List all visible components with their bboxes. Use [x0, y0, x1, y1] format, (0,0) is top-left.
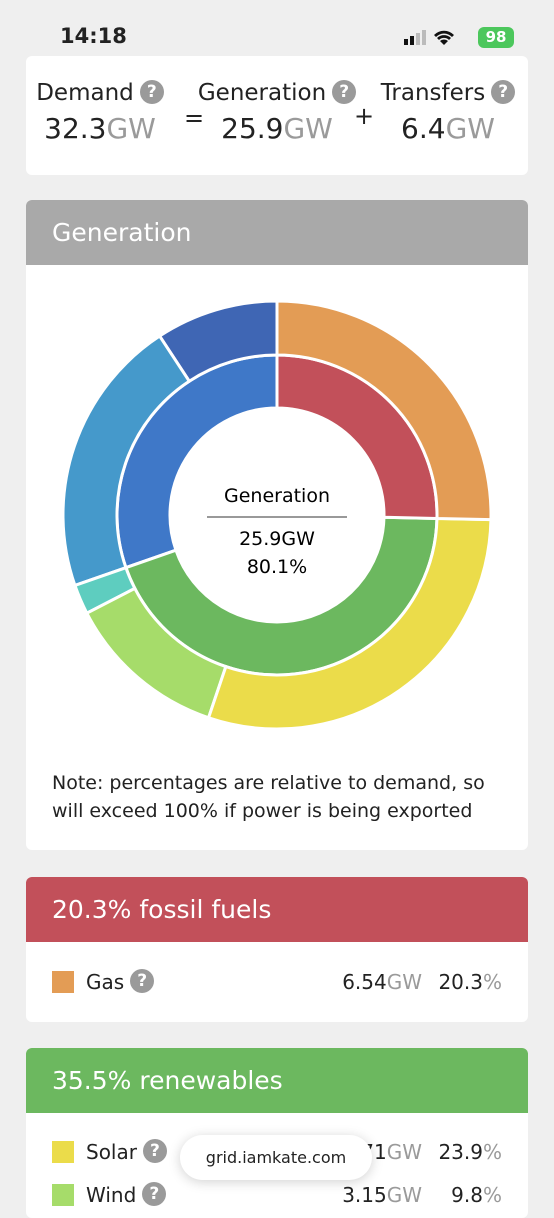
fuel-row: Gas? 6.54GW 20.3%	[52, 967, 502, 997]
value: 25.9	[221, 112, 284, 145]
unit: GW	[283, 112, 333, 145]
equals: =	[184, 104, 205, 132]
help-icon[interactable]: ?	[130, 969, 155, 993]
plus: +	[354, 102, 375, 130]
help-icon[interactable]: ?	[332, 80, 357, 104]
battery: 98	[478, 27, 514, 48]
note: Note: percentages are relative to demand…	[52, 769, 485, 825]
value: 32.3	[44, 112, 107, 145]
help-icon[interactable]: ?	[139, 80, 164, 104]
outer-segment[interactable]	[61, 333, 192, 588]
unit: GW	[445, 112, 495, 145]
label: Wind	[86, 1183, 137, 1207]
card-title: 20.3% fossil fuels	[26, 877, 528, 942]
help-icon[interactable]: ?	[142, 1182, 167, 1206]
value: 6.4	[401, 112, 446, 145]
outer-segment[interactable]	[275, 299, 493, 522]
center-value: 25.9GW	[239, 528, 315, 550]
center-percent: 80.1%	[247, 556, 307, 578]
share-value: 9.8	[451, 1183, 483, 1207]
generation: Generation? 25.9GW	[192, 80, 362, 145]
transfers: Transfers? 6.4GW	[363, 80, 528, 145]
note-line: will exceed 100% if power is being expor…	[52, 800, 473, 822]
status-time: 14:18	[60, 24, 127, 48]
share: 9.8%	[451, 1180, 502, 1210]
generation-card: Generation Generation 25.9GW 80.1% Note:…	[26, 200, 528, 850]
power-unit: GW	[386, 970, 422, 994]
donut-chart: Generation 25.9GW 80.1%	[61, 299, 493, 731]
summary-card: Demand? 32.3GW = Generation? 25.9GW + Tr…	[26, 56, 528, 175]
demand: Demand? 32.3GW	[26, 80, 185, 145]
status-icons	[404, 30, 454, 45]
swatch	[52, 1184, 74, 1206]
power-unit: GW	[386, 1183, 422, 1207]
fuel-row: Wind? 3.15GW 9.8%	[52, 1180, 502, 1210]
card-title: 35.5% renewables	[26, 1048, 528, 1113]
power-unit: GW	[386, 1140, 422, 1164]
fossil-card: 20.3% fossil fuels Gas? 6.54GW 20.3%	[26, 877, 528, 1022]
share-unit: %	[482, 1183, 502, 1207]
center-title: Generation	[224, 485, 330, 507]
renewables-card: 35.5% renewables Solar?7.71GW23.9%Wind?3…	[26, 1048, 528, 1218]
fuel-name: Wind?	[86, 1180, 167, 1210]
share: 20.3%	[438, 967, 502, 997]
outer-segment[interactable]	[206, 516, 493, 731]
share: 23.9%	[438, 1137, 502, 1167]
power: 6.54GW	[342, 967, 422, 997]
help-icon[interactable]: ?	[142, 1139, 167, 1163]
share-value: 23.9	[438, 1140, 483, 1164]
power: 3.15GW	[342, 1180, 422, 1210]
label: Transfers	[380, 80, 486, 106]
label: Demand	[36, 80, 134, 106]
share-unit: %	[482, 1140, 502, 1164]
url-bar[interactable]: grid.iamkate.com	[180, 1135, 372, 1180]
outer-segment[interactable]	[73, 565, 137, 616]
swatch	[52, 1141, 74, 1163]
unit: GW	[106, 112, 156, 145]
swatch	[52, 971, 74, 993]
fuel-name: Solar?	[86, 1137, 167, 1167]
note-line: Note: percentages are relative to demand…	[52, 772, 485, 794]
card-title: Generation	[26, 200, 528, 265]
fuel-name: Gas?	[86, 967, 155, 997]
power-value: 3.15	[342, 1183, 387, 1207]
label: Gas	[86, 970, 125, 994]
label: Generation	[197, 80, 327, 106]
help-icon[interactable]: ?	[491, 80, 516, 104]
power-value: 6.54	[342, 970, 387, 994]
outer-segment[interactable]	[84, 586, 228, 720]
share-unit: %	[482, 970, 502, 994]
share-value: 20.3	[438, 970, 483, 994]
label: Solar	[86, 1140, 137, 1164]
